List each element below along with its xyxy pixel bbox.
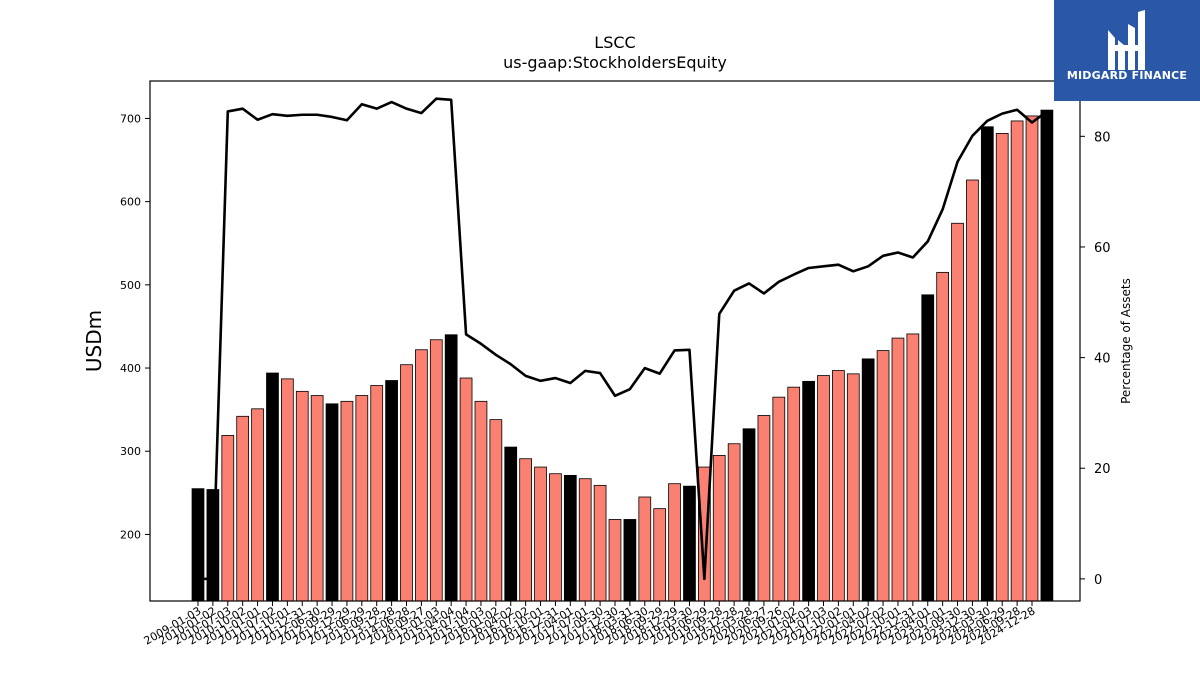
bar-2011-01-01 [251,408,264,602]
chart-subtitle: us-gaap:StockholdersEquity [503,53,727,72]
bar-2009-01-03 [191,488,205,602]
bar-2019-12-28 [727,443,741,602]
percentage-of-assets-line [198,97,1048,581]
bar-2011-10-01 [280,378,294,602]
y2-tick-label-20: 20 [1094,462,1111,477]
bar-2015-01-03 [429,339,443,602]
bar-2016-04-02 [504,446,518,602]
bar-2010-10-02 [236,415,250,602]
bar-2016-12-31 [549,473,562,602]
bar-2014-06-28 [400,364,413,602]
bar-2016-07-02 [519,458,533,602]
bar-2023-12-30 [966,179,979,602]
y2-tick-label-80: 80 [1094,130,1111,145]
bar-2020-03-28 [742,428,756,602]
bar-2013-09-28 [370,385,384,602]
bar-2023-07-01 [936,271,950,602]
bar-2017-12-30 [608,519,622,602]
bar-2016-10-01 [534,466,547,602]
brand-logo: MIDGARD FINANCE [1054,0,1200,101]
brand-name: MIDGARD FINANCE [1066,69,1188,82]
y2-tick-label-0: 0 [1094,573,1102,588]
bar-undefined [1040,109,1054,602]
bar-2011-12-31 [295,390,309,602]
bar-2020-06-27 [757,415,771,602]
y2-tick-label-60: 60 [1094,241,1111,256]
bar-2014-09-27 [415,349,428,602]
bar-2022-07-02 [876,350,890,602]
bar-2013-12-28 [385,380,398,602]
y-tick-label-300: 300 [120,445,141,458]
bar-2024-06-29 [995,133,1009,602]
bar-2012-09-29 [325,403,339,602]
bar-2022-10-01 [891,337,905,602]
bar-2019-03-30 [683,485,696,602]
bar-2012-12-29 [340,400,354,602]
bar-2012-06-30 [310,395,324,602]
bar-2018-12-29 [668,483,681,602]
y-tick-label-400: 400 [120,362,141,375]
bar-2018-03-31 [623,519,637,602]
y2-axis-label: Percentage of Assets [1119,278,1133,404]
y2-tick-label-40: 40 [1094,352,1111,367]
bar-2023-04-01 [921,294,935,602]
bar-2024-03-30 [980,126,994,602]
y-tick-label-600: 600 [120,196,141,209]
bar-2021-10-02 [832,370,845,602]
bar-2024-12-28 [1025,115,1039,602]
bar-2010-07-03 [221,435,235,602]
bar-2022-04-02 [861,358,875,602]
bar-2016-01-02 [489,419,503,602]
bar-2013-06-29 [355,395,369,602]
y-tick-label-500: 500 [120,279,141,292]
bar-2015-10-03 [474,400,488,602]
bar-2018-09-29 [653,508,667,602]
bar-2017-07-01 [578,478,592,602]
bar-2022-01-01 [846,373,860,602]
bar-2021-07-03 [817,375,830,602]
bar-2023-09-30 [951,222,964,602]
bar-2021-04-03 [802,380,815,602]
y-axis-label: USDm [82,310,106,372]
midgard-mark-icon [1108,10,1145,70]
bar-2011-07-02 [266,372,279,602]
y-tick-label-700: 700 [120,112,141,125]
chart-title: LSCC [594,33,635,52]
bar-2017-04-01 [563,474,577,602]
bar-2019-09-28 [712,454,726,602]
bar-2015-07-04 [459,377,473,602]
axes-group: 2003004005006007000204060802009-01-03201… [120,80,1111,648]
bar-2015-04-04 [444,334,458,602]
bar-2018-06-30 [638,496,652,602]
bar-2022-12-31 [906,333,920,602]
bar-2024-09-28 [1010,120,1024,602]
percentage-line-group [198,97,1048,581]
bar-2021-01-02 [787,386,801,602]
bar-2017-09-30 [593,484,607,602]
y-tick-label-200: 200 [120,528,141,541]
bars-group [191,109,1054,602]
bar-2020-09-26 [772,396,786,602]
